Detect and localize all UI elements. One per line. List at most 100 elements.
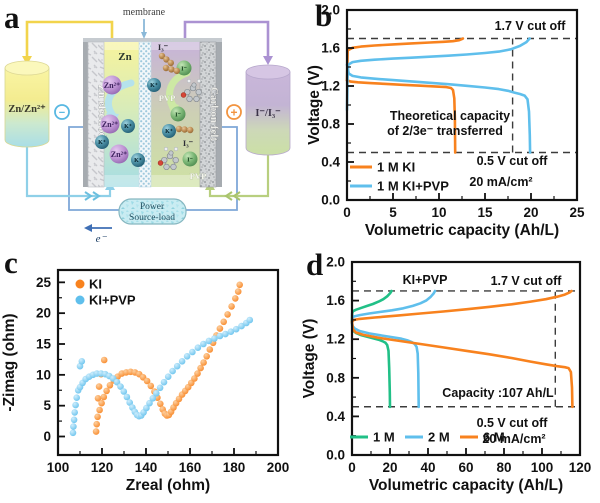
negative-terminal: − bbox=[54, 104, 70, 120]
scatter-point-ki bbox=[220, 318, 227, 326]
scatter-point-ki bbox=[98, 399, 105, 407]
triiodide-bead bbox=[181, 126, 188, 133]
x-tick-label: 20 bbox=[523, 205, 538, 220]
zn2-ion bbox=[100, 114, 120, 134]
series-line-1-m-ki-discharge bbox=[345, 79, 457, 154]
scatter-point-ki+pvp bbox=[143, 404, 150, 412]
pvp-carbon-atom bbox=[186, 95, 193, 103]
pvp-carbon-atom bbox=[168, 150, 174, 156]
y-tick-label: 10 bbox=[36, 367, 51, 382]
scatter-point-ki bbox=[143, 377, 151, 385]
i-ion-label: I⁻ bbox=[175, 111, 181, 118]
annotation-text: 0.5 V cut off bbox=[477, 416, 549, 430]
i-ion bbox=[176, 60, 192, 76]
x-tick-label: 5 bbox=[389, 205, 397, 220]
panel-label-b: b bbox=[315, 0, 333, 33]
power-source: Power Source-load bbox=[118, 198, 187, 225]
scatter-point-ki+pvp bbox=[153, 390, 160, 397]
i3-text-label: I₃⁻ bbox=[158, 42, 169, 52]
pvp-hydrogen-atom bbox=[187, 79, 192, 84]
scatter-point-ki bbox=[232, 295, 239, 302]
y-axis-label: -Zimag (ohm) bbox=[1, 313, 18, 411]
x-tick-label: 60 bbox=[458, 460, 473, 475]
x-tick-label: 120 bbox=[569, 460, 592, 475]
scatter-point-ki bbox=[200, 359, 207, 366]
scatter-point-ki bbox=[194, 370, 201, 377]
x-axis-label: Volumetric capacity (Ah/L) bbox=[369, 477, 563, 494]
pvp-carbon-atom bbox=[195, 88, 202, 96]
scatter-point-ki bbox=[94, 413, 101, 421]
scatter-point-ki+pvp bbox=[216, 332, 224, 340]
x-tick-label: 25 bbox=[569, 205, 585, 220]
pvp-carbon-atom bbox=[191, 82, 197, 88]
zn-electrode bbox=[87, 41, 105, 188]
y-tick-label: 0.0 bbox=[321, 193, 340, 208]
series-line-1-m-ki+pvp-charge bbox=[345, 37, 531, 112]
x-axis-label: Zreal (ohm) bbox=[126, 477, 210, 494]
scatter-point-ki+pvp bbox=[194, 344, 202, 351]
triiodide-bead bbox=[173, 67, 180, 75]
right-tank-label: I⁻/I₃⁻ bbox=[255, 108, 281, 119]
plus-sign: + bbox=[230, 106, 237, 120]
scatter-point-ki bbox=[94, 395, 102, 402]
legend-marker bbox=[75, 295, 85, 305]
scatter-point-ki+pvp bbox=[71, 409, 78, 416]
x-tick-label: 200 bbox=[267, 460, 290, 475]
scatter-point-ki bbox=[92, 428, 100, 435]
triiodide-bead bbox=[162, 64, 170, 72]
y-tick-label: 0.4 bbox=[321, 155, 340, 170]
scatter-point-ki bbox=[206, 346, 214, 353]
scatter-point-ki bbox=[96, 406, 103, 414]
chart-c: 100 120 140 160 180 200 0 5 10 15 20 25 Zreal (ohm) -… bbox=[1, 268, 290, 494]
x-tick-label: 0 bbox=[348, 460, 356, 475]
k-ion-label: K⁺ bbox=[134, 157, 142, 164]
right-tank: I⁻/I₃⁻ bbox=[245, 64, 291, 156]
y-tick-label: 0 bbox=[43, 429, 51, 444]
scatter-point-ki+pvp bbox=[156, 384, 164, 392]
scatter-point-ki+pvp bbox=[70, 423, 77, 430]
i3-text-label: I₃⁻ bbox=[183, 138, 194, 148]
membrane-callout: membrane bbox=[123, 7, 166, 39]
triiodide-bead bbox=[167, 59, 174, 67]
scatter-point-ki bbox=[100, 356, 108, 364]
scatter-point-ki+pvp bbox=[232, 325, 240, 333]
x-axis-label: Volumetric capacity (Ah/L) bbox=[365, 222, 559, 239]
legend-label: 2 M bbox=[428, 430, 450, 445]
annotation-text: 0.5 V cut off bbox=[477, 154, 549, 168]
scatter-point-ki+pvp bbox=[69, 429, 77, 437]
x-tick-label: 140 bbox=[135, 460, 158, 475]
i-ion-label: I⁻ bbox=[181, 65, 187, 72]
scatter-point-ki+pvp bbox=[160, 378, 168, 386]
y-axis-label: Voltage (V) bbox=[301, 319, 318, 399]
triiodide-bead bbox=[187, 126, 194, 134]
scatter-point-ki+pvp bbox=[238, 322, 245, 330]
scatter-point-ki+pvp bbox=[189, 348, 196, 356]
k-ion-label: K⁺ bbox=[124, 123, 132, 130]
pvp-hydrogen-atom bbox=[174, 147, 179, 152]
i-ion bbox=[170, 106, 186, 122]
k-ion bbox=[95, 135, 109, 149]
pvp-carbon-atom bbox=[161, 156, 168, 164]
pvp-oxygen-atom bbox=[157, 160, 164, 166]
annotation-text: Capacity :107 Ah/L bbox=[442, 386, 554, 400]
scatter-point-ki+pvp bbox=[146, 399, 153, 407]
pvp-carbon-atom bbox=[193, 95, 200, 103]
scatter-point-ki+pvp bbox=[149, 395, 157, 402]
annotation-text: 1.7 V cut off bbox=[491, 274, 563, 288]
series-line-2-m-discharge bbox=[350, 321, 420, 409]
pvp-text-label: PVP bbox=[159, 93, 176, 103]
wire-left-yellow bbox=[22, 20, 114, 65]
panel-b-chart: 0 5 10 15 20 25 0.0 0.4 0.8 1.2 1.6 2.0 Volumetric c… bbox=[305, 0, 600, 240]
scatter-point-ki bbox=[157, 400, 164, 408]
electron-label: e⁻ bbox=[96, 233, 108, 245]
scatter-point-ki bbox=[191, 375, 198, 382]
zn2-ion-label: Zn²⁺ bbox=[104, 81, 121, 90]
scatter-point-ki bbox=[106, 382, 114, 389]
scatter-point-ki+pvp bbox=[222, 330, 229, 338]
x-tick-label: 10 bbox=[431, 205, 446, 220]
scatter-point-ki bbox=[95, 383, 103, 390]
y-tick-label: 0.4 bbox=[326, 409, 345, 424]
scatter-point-ki+pvp bbox=[123, 393, 131, 401]
positive-terminal: + bbox=[226, 104, 242, 120]
pvp-hydrogen-atom bbox=[164, 147, 169, 152]
